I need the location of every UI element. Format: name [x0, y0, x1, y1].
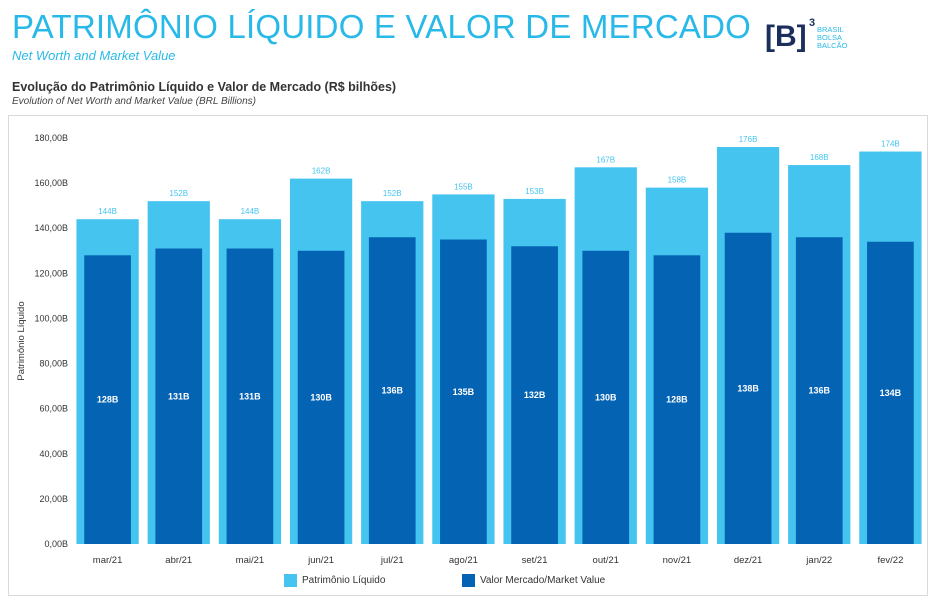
data-label-patrimonio: 152B	[169, 189, 188, 198]
data-label-patrimonio: 162B	[312, 167, 331, 176]
data-label-valor-mercado: 131B	[239, 391, 261, 401]
bar-valor-mercado	[297, 250, 345, 544]
x-tick-label: set/21	[522, 555, 548, 566]
logo-line-2: BOLSA	[817, 33, 842, 42]
y-tick-label: 0,00B	[44, 539, 68, 549]
bar-valor-mercado	[84, 255, 131, 545]
data-label-patrimonio: 153B	[525, 187, 544, 196]
logo-line-3: BALCÃO	[817, 41, 848, 50]
logo-line-1: BRASIL	[817, 25, 844, 34]
data-label-patrimonio: 174B	[881, 140, 900, 149]
chart-title: Evolução do Patrimônio Líquido e Valor d…	[12, 80, 397, 94]
data-label-patrimonio: 158B	[668, 176, 687, 185]
legend-label-valor-mercado: Valor Mercado/Market Value	[480, 575, 606, 586]
data-label-valor-mercado: 136B	[381, 386, 403, 396]
y-tick-label: 60,00B	[39, 404, 68, 414]
data-label-valor-mercado: 134B	[880, 388, 902, 398]
data-label-patrimonio: 144B	[241, 207, 260, 216]
data-label-valor-mercado: 130B	[310, 392, 332, 402]
data-label-patrimonio: 168B	[810, 153, 829, 162]
x-tick-label: ago/21	[449, 555, 478, 566]
legend-swatch-patrimonio	[284, 574, 297, 587]
legend-item-valor-mercado: Valor Mercado/Market Value	[462, 574, 605, 587]
data-label-valor-mercado: 132B	[524, 390, 546, 400]
logo-mark: [B]	[765, 20, 807, 53]
bar-valor-mercado	[226, 248, 274, 544]
data-label-patrimonio: 144B	[98, 207, 117, 216]
legend-label-patrimonio: Patrimônio Líquido	[302, 575, 386, 586]
data-label-patrimonio: 155B	[454, 182, 473, 191]
page-title: PATRIMÔNIO LÍQUIDO E VALOR DE MERCADO	[12, 8, 751, 45]
x-tick-label: jan/22	[805, 555, 832, 566]
x-tick-label: jun/21	[307, 555, 334, 566]
x-tick-label: mai/21	[236, 555, 265, 566]
page-subtitle: Net Worth and Market Value	[12, 48, 176, 63]
y-tick-label: 180,00B	[34, 133, 68, 143]
data-label-valor-mercado: 138B	[737, 383, 759, 393]
data-label-patrimonio: 152B	[383, 189, 402, 198]
chart-frame	[8, 115, 928, 596]
x-tick-label: nov/21	[663, 555, 692, 566]
y-tick-label: 80,00B	[39, 359, 68, 369]
data-label-valor-mercado: 135B	[453, 387, 475, 397]
bar-valor-mercado	[582, 250, 630, 544]
data-label-valor-mercado: 131B	[168, 391, 190, 401]
x-tick-label: out/21	[593, 555, 619, 566]
data-label-patrimonio: 167B	[596, 155, 615, 164]
x-tick-label: dez/21	[734, 555, 763, 566]
y-tick-label: 120,00B	[34, 268, 68, 278]
data-label-patrimonio: 176B	[739, 135, 758, 144]
bar-valor-mercado	[368, 237, 416, 544]
legend-item-patrimonio: Patrimônio Líquido	[284, 574, 385, 587]
bar-valor-mercado	[724, 232, 772, 544]
bar-valor-mercado	[511, 246, 558, 544]
y-tick-label: 140,00B	[34, 223, 68, 233]
bar-valor-mercado	[795, 237, 843, 544]
b3-logo: [B] 3 BRASIL BOLSA BALCÃO	[765, 16, 865, 56]
x-tick-label: fev/22	[877, 555, 903, 566]
x-tick-label: mar/21	[93, 555, 123, 566]
x-tick-label: abr/21	[165, 555, 192, 566]
logo-superscript: 3	[809, 17, 815, 29]
y-tick-label: 100,00B	[34, 313, 68, 323]
bar-valor-mercado	[155, 248, 203, 544]
bar-valor-mercado	[653, 255, 701, 545]
bar-valor-mercado	[440, 239, 487, 544]
data-label-valor-mercado: 128B	[97, 395, 119, 405]
y-axis-label: Patrimônio Líquido	[16, 301, 27, 380]
x-tick-label: jul/21	[380, 555, 404, 566]
y-tick-label: 160,00B	[34, 178, 68, 188]
data-label-valor-mercado: 128B	[666, 395, 688, 405]
data-label-valor-mercado: 136B	[808, 386, 830, 396]
data-label-valor-mercado: 130B	[595, 392, 617, 402]
legend-swatch-valor-mercado	[462, 574, 475, 587]
y-tick-label: 20,00B	[39, 494, 68, 504]
chart-subtitle: Evolution of Net Worth and Market Value …	[12, 96, 256, 107]
bar-valor-mercado	[867, 241, 914, 544]
y-tick-label: 40,00B	[39, 449, 68, 459]
